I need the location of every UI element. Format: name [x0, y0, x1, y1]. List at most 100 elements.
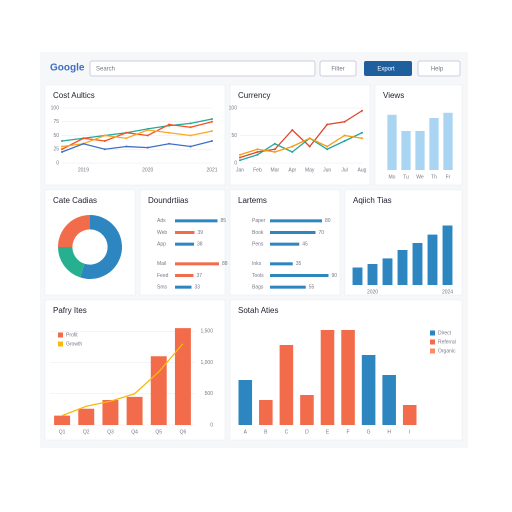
- x-tick-label: Mar: [271, 167, 280, 173]
- panel: [229, 84, 371, 186]
- point: [326, 123, 329, 126]
- y-tick-label: 0: [234, 160, 237, 166]
- help-button[interactable]: [417, 60, 461, 77]
- hbar: [175, 285, 192, 289]
- row-value: 55: [309, 284, 315, 290]
- bar: [443, 112, 453, 170]
- donut-slice: [58, 247, 85, 278]
- x-tick-label: F: [347, 429, 350, 435]
- bar: [238, 380, 253, 425]
- row-label: Book: [252, 230, 264, 236]
- x-tick-label: E: [326, 429, 330, 435]
- y-tick-label: 500: [205, 391, 214, 397]
- legend-label: Organic: [438, 348, 456, 354]
- point: [189, 134, 192, 137]
- point: [343, 140, 346, 142]
- point: [273, 148, 276, 151]
- panel-title: Lartems: [238, 196, 267, 205]
- point: [239, 159, 241, 162]
- hbar: [270, 219, 322, 223]
- bar: [341, 330, 355, 425]
- point: [361, 109, 363, 112]
- row-label: Mail: [157, 261, 166, 267]
- export-button[interactable]: [364, 61, 412, 76]
- bar: [402, 405, 417, 425]
- point: [168, 123, 171, 126]
- bar: [382, 258, 393, 285]
- panel: [229, 189, 341, 296]
- line: [239, 134, 363, 156]
- row-value: 70: [319, 230, 325, 236]
- x-tick-label: We: [416, 174, 424, 180]
- point: [146, 129, 149, 131]
- row-label: App: [157, 241, 166, 247]
- x-tick-label: Fr: [446, 174, 451, 180]
- panel-title: Sotah Aties: [238, 306, 278, 315]
- x-tick-label: C: [285, 429, 289, 435]
- bar: [397, 250, 408, 285]
- row-label: Pens: [252, 241, 264, 247]
- row-value: 85: [221, 218, 227, 224]
- hbar: [270, 285, 306, 289]
- row-label: Ads: [157, 218, 166, 224]
- point: [168, 131, 171, 134]
- point: [291, 151, 294, 153]
- donut-slice: [80, 215, 122, 279]
- bar: [361, 355, 376, 425]
- filter-button[interactable]: [319, 60, 357, 77]
- row-label: Tools: [252, 273, 264, 279]
- bar: [401, 131, 411, 170]
- row-value: 80: [325, 218, 331, 224]
- legend-label: Growth: [66, 341, 82, 347]
- bar: [78, 408, 95, 425]
- point: [103, 148, 106, 151]
- point: [239, 156, 241, 159]
- x-tick-label: Aug: [358, 167, 367, 173]
- bar: [442, 225, 453, 285]
- hbar: [270, 262, 293, 266]
- row-label: Feed: [157, 273, 169, 279]
- point: [189, 145, 192, 148]
- point: [82, 137, 85, 140]
- trend-line: [61, 343, 184, 417]
- search-placeholder: Search: [96, 67, 115, 73]
- y-tick-label: 0: [210, 422, 213, 428]
- point: [146, 134, 149, 137]
- x-tick-label: 2020: [367, 289, 378, 295]
- point: [273, 151, 276, 153]
- point: [308, 145, 311, 148]
- bar: [126, 396, 143, 425]
- row-value: 39: [198, 230, 204, 236]
- x-tick-label: Mo: [389, 174, 396, 180]
- legend-label: Referral: [438, 339, 456, 345]
- point: [343, 120, 346, 123]
- point: [256, 151, 259, 153]
- point: [211, 140, 213, 142]
- x-tick-label: Q1: [59, 429, 66, 435]
- row-value: 88: [222, 261, 228, 267]
- help-label: Help: [431, 67, 444, 73]
- bar: [300, 395, 314, 425]
- bar: [387, 114, 397, 170]
- line: [61, 118, 213, 142]
- panel-title: Views: [383, 91, 404, 100]
- point: [239, 153, 241, 156]
- bar: [279, 345, 294, 425]
- panel-title: Aqiich Tias: [353, 196, 392, 205]
- x-tick-label: Jul: [341, 167, 347, 173]
- x-tick-label: Jan: [236, 167, 244, 173]
- x-tick-label: 2019: [78, 167, 89, 173]
- bar: [382, 375, 396, 425]
- point: [61, 151, 63, 153]
- hbar: [175, 274, 194, 277]
- search-box[interactable]: [89, 60, 316, 77]
- x-tick-label: Q4: [131, 429, 138, 435]
- panel-title: Pafry Ites: [53, 306, 87, 315]
- point: [61, 148, 63, 151]
- point: [103, 140, 106, 142]
- row-value: 45: [302, 241, 308, 247]
- y-tick-label: 100: [229, 105, 238, 111]
- x-tick-label: Tu: [403, 174, 409, 180]
- bar: [415, 131, 425, 170]
